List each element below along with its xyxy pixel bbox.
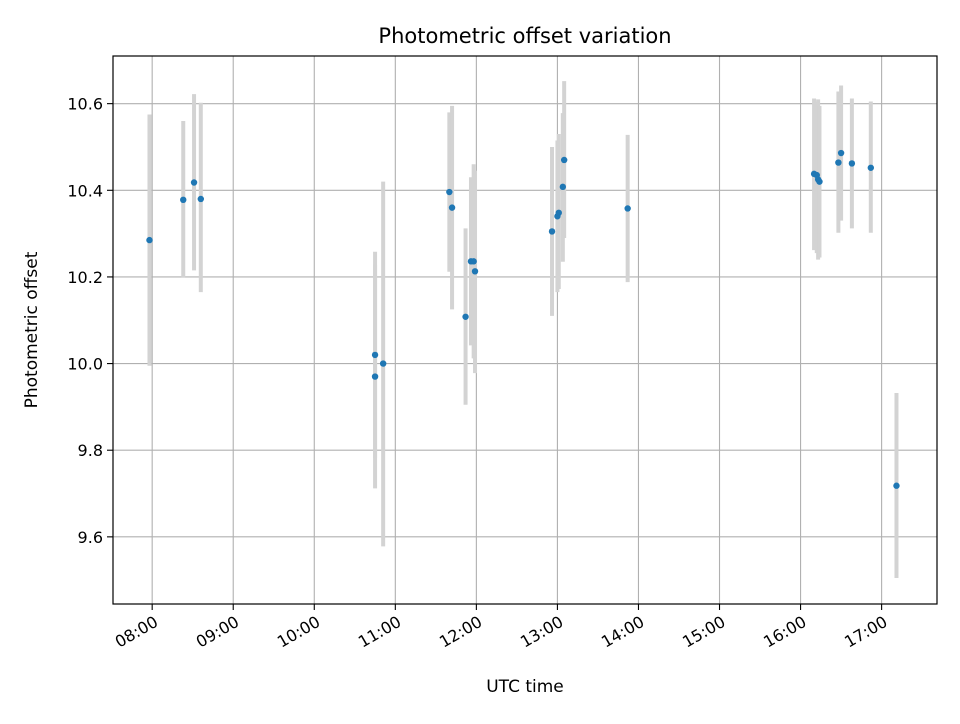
data-point	[379, 360, 387, 367]
data-point	[371, 351, 379, 359]
data-point	[548, 228, 556, 235]
data-point	[197, 195, 205, 203]
x-tick-label: 16:00	[760, 612, 809, 652]
x-axis-label: UTC time	[486, 677, 564, 697]
y-tick-label: 10.6	[67, 95, 103, 114]
y-tick-label: 10.2	[67, 268, 103, 287]
x-tick-label: 13:00	[517, 612, 566, 652]
y-axis-ticks: 9.6 9.8 10.0 10.2 10.4 10.6	[67, 95, 113, 547]
data-points	[146, 149, 900, 489]
data-point	[816, 178, 823, 185]
data-point	[867, 164, 875, 171]
y-tick-label: 10.0	[67, 355, 103, 374]
data-point	[835, 159, 842, 166]
data-point	[190, 179, 198, 186]
data-point	[180, 196, 187, 204]
data-point	[555, 209, 562, 217]
y-tick-label: 9.8	[78, 441, 103, 460]
x-tick-label: 15:00	[679, 612, 728, 652]
data-point	[462, 313, 469, 320]
y-tick-label: 9.6	[78, 528, 103, 547]
x-tick-label: 17:00	[841, 612, 890, 652]
data-point	[371, 373, 379, 380]
data-point	[470, 258, 477, 265]
x-tick-label: 12:00	[436, 612, 485, 652]
data-point	[448, 204, 456, 211]
x-tick-label: 14:00	[598, 612, 647, 652]
error-bars	[147, 81, 899, 579]
chart-title: Photometric offset variation	[378, 24, 671, 48]
x-tick-label: 10:00	[274, 612, 323, 652]
y-tick-label: 10.4	[67, 181, 103, 200]
y-axis-label: Photometric offset	[22, 251, 42, 408]
x-tick-label: 09:00	[193, 612, 242, 652]
data-point	[446, 188, 453, 196]
data-point	[848, 160, 856, 167]
x-tick-label: 08:00	[112, 612, 161, 652]
plot-area-frame	[112, 55, 938, 605]
x-axis-ticks: 08:00 09:00 10:00 11:00 12:00 13:00 14:00 15:00…	[112, 604, 891, 652]
x-tick-label: 11:00	[355, 612, 404, 652]
data-point	[624, 205, 631, 212]
data-point	[893, 482, 900, 489]
data-point	[471, 268, 479, 275]
data-point	[837, 149, 845, 157]
data-point	[559, 183, 567, 191]
data-point	[146, 236, 153, 244]
data-point	[560, 156, 568, 164]
